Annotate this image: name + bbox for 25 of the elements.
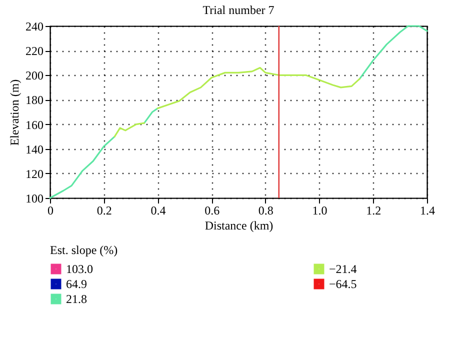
x-tick-label: 0.4 (150, 204, 166, 218)
x-tick-label: 0.6 (204, 204, 220, 218)
x-axis-title: Distance (km) (204, 218, 274, 232)
y-tick-label: 120 (26, 166, 44, 181)
x-tick-label: 1.0 (312, 204, 328, 218)
chart-title: Trial number 7 (202, 3, 274, 17)
legend-label: 21.8 (66, 292, 87, 306)
x-tick-label: 0.2 (96, 204, 112, 218)
x-tick-label: 0 (48, 204, 54, 218)
x-tick-label: 0.8 (258, 204, 274, 218)
x-tick-label: 1.4 (420, 204, 435, 218)
y-tick-label: 180 (26, 93, 44, 108)
legend-label: 103.0 (66, 262, 93, 276)
y-tick-label: 220 (26, 44, 44, 58)
y-axis-title: Elevation (m) (8, 79, 22, 146)
x-tick-label: 1.2 (366, 204, 382, 218)
legend-label: −64.5 (329, 277, 357, 291)
legend-label: 64.9 (66, 277, 87, 291)
y-tick-label: 100 (26, 192, 44, 206)
y-tick-label: 160 (26, 118, 44, 132)
y-tick-label: 200 (26, 68, 44, 83)
legend-label: −21.4 (329, 262, 357, 276)
legend-title: Est. slope (%) (50, 243, 118, 257)
y-tick-label: 240 (26, 20, 44, 34)
y-tick-label: 140 (26, 142, 44, 156)
